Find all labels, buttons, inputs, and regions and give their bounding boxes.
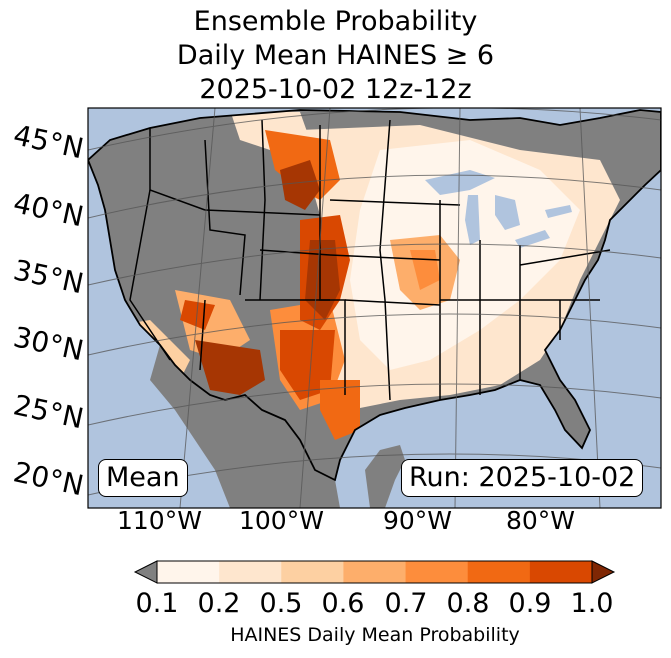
colorbar-bin xyxy=(157,561,220,583)
lake-huron xyxy=(495,195,520,230)
mean-label: Mean xyxy=(98,459,188,497)
colorbar-frame xyxy=(156,560,593,584)
lake-michigan xyxy=(465,195,480,245)
lon-label-100w: 100°W xyxy=(239,506,324,535)
colorbar-label: HAINES Daily Mean Probability xyxy=(230,624,520,646)
colorbar-bin xyxy=(405,561,469,583)
map-title-line-1: Ensemble Probability xyxy=(193,6,478,37)
colorbar-tick: 0.8 xyxy=(446,588,490,619)
colorbar-bin xyxy=(467,561,531,583)
lon-label-80w: 80°W xyxy=(506,506,576,535)
lake-ontario xyxy=(545,205,572,218)
graticule xyxy=(88,108,661,508)
colorbar-over-arrow xyxy=(591,560,616,584)
map-frame xyxy=(87,107,662,509)
colorbar-tick: 0.9 xyxy=(508,588,552,619)
colorbar-bin xyxy=(219,561,282,583)
yucatan-land xyxy=(365,445,405,508)
colorbar xyxy=(133,560,616,584)
lake-erie xyxy=(515,230,550,248)
colorbar-under-arrow xyxy=(133,560,158,584)
colorbar-bin xyxy=(343,561,407,583)
colorbar-bin xyxy=(281,561,344,583)
colorbar-tick: 0.6 xyxy=(321,588,365,619)
colorbar-bin xyxy=(529,561,593,583)
lake-superior xyxy=(425,170,495,195)
map-title-line-3: 2025-10-02 12z-12z xyxy=(199,74,472,105)
colorbar-tick: 0.2 xyxy=(197,588,241,619)
map-title-line-2: Daily Mean HAINES ≥ 6 xyxy=(176,40,495,71)
colorbar-tick: 1.0 xyxy=(570,588,614,619)
lon-label-110w: 110°W xyxy=(117,506,202,535)
us-coastline xyxy=(88,109,661,482)
state-boundaries xyxy=(129,119,611,401)
colorbar-tick: 0.1 xyxy=(135,588,179,619)
colorbar-tick: 0.7 xyxy=(384,588,428,619)
colorbar-tick: 0.5 xyxy=(259,588,303,619)
lon-label-90w: 90°W xyxy=(383,506,453,535)
run-label: Run: 2025-10-02 xyxy=(401,459,644,497)
